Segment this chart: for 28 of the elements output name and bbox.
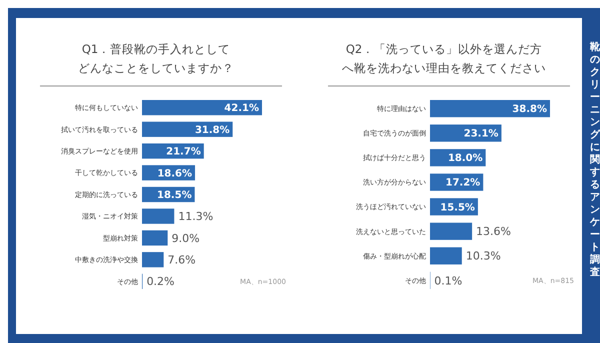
data-label: 15.5% (440, 202, 475, 214)
data-label: 31.8% (194, 124, 230, 136)
bar (142, 230, 168, 246)
data-label: 13.6% (476, 225, 512, 238)
data-label: 23.1% (464, 128, 498, 140)
data-label: 38.8% (512, 104, 547, 116)
bar (142, 252, 164, 268)
bar (430, 222, 472, 240)
data-label: 42.1% (224, 103, 259, 114)
data-label: 11.3% (178, 210, 214, 224)
data-label: 21.7% (166, 146, 201, 158)
bar (430, 100, 550, 118)
text: 靴のクリーニングに関するアンケート調査 (590, 42, 600, 278)
bar (430, 247, 462, 264)
chart-title: Q1．普段靴の手入れとしてどんなことをしていますか？ (78, 42, 234, 75)
data-label: 18.5% (157, 190, 192, 201)
data-label: 10.3% (466, 250, 501, 263)
bar (142, 122, 233, 137)
data-label: 0.1% (434, 274, 462, 288)
data-label: 9.0% (172, 232, 200, 245)
data-label: 0.2% (146, 275, 175, 288)
data-label: 18.6% (157, 168, 192, 180)
data-label: 7.6% (168, 254, 196, 267)
chart-title: Q2．「洗っている」以外を選んだ方へ靴を洗わない理由を教えてください (342, 42, 546, 75)
bar (142, 100, 262, 116)
data-label: 17.2% (445, 178, 480, 189)
bar (142, 208, 174, 224)
data-label: 18.0% (448, 153, 483, 164)
